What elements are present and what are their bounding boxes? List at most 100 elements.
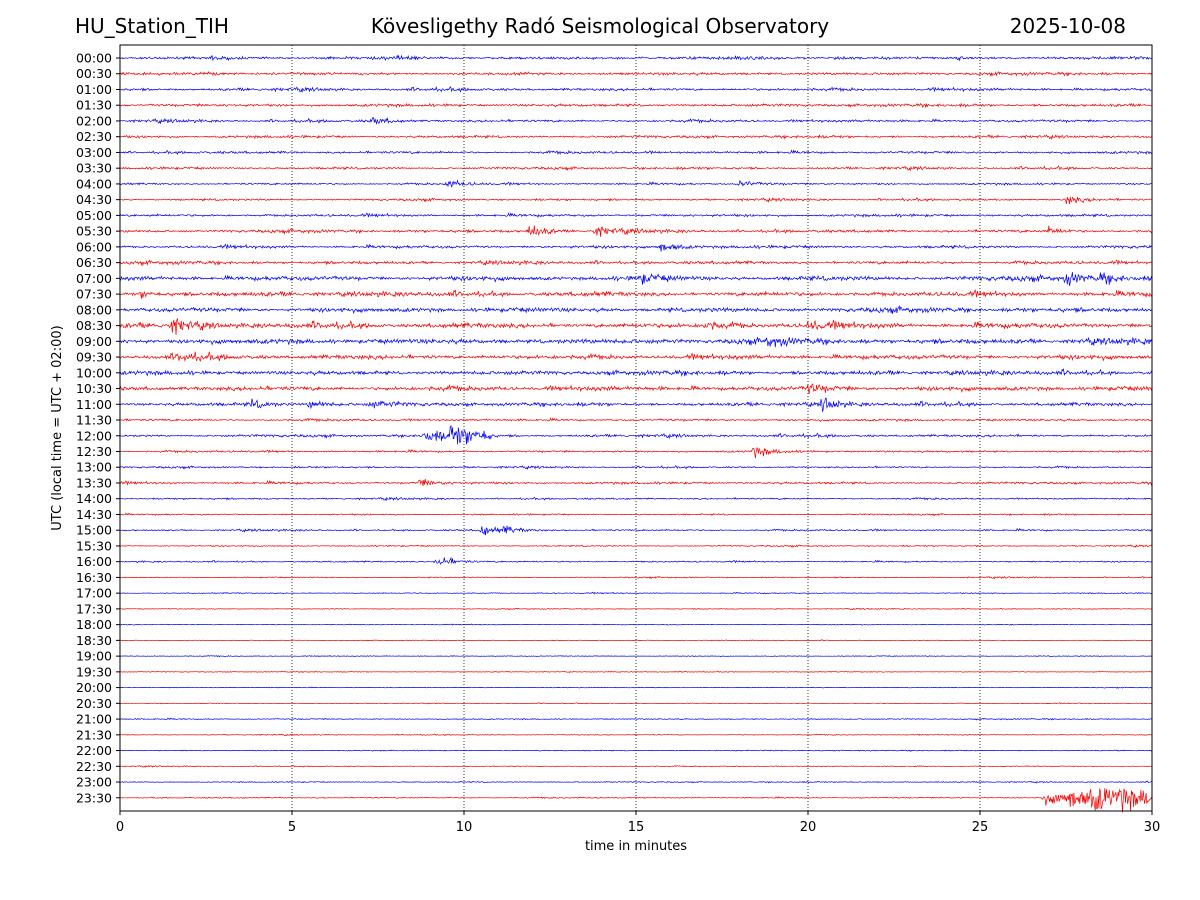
- row-time-label: 15:00: [76, 523, 112, 538]
- trace-1200: [119, 424, 1152, 445]
- observatory-title: Kövesligethy Radó Seismological Observat…: [370, 14, 830, 38]
- trace-0130: [119, 102, 1153, 109]
- row-time-label: 02:30: [76, 129, 112, 144]
- trace-0300: [119, 149, 1153, 156]
- row-time-label: 19:00: [76, 649, 112, 664]
- trace-0330: [119, 165, 1153, 172]
- x-tick-label: 5: [288, 820, 296, 835]
- row-time-label: 23:30: [76, 790, 112, 805]
- station-name: HU_Station_TIH: [75, 14, 229, 38]
- trace-1700: [119, 591, 1153, 595]
- row-time-label: 08:30: [76, 318, 112, 333]
- row-time-label: 17:30: [76, 601, 112, 616]
- trace-2100: [120, 717, 1153, 721]
- x-tick-label: 10: [456, 820, 473, 835]
- trace-0730: [119, 288, 1153, 299]
- trace-2300: [119, 780, 1153, 784]
- trace-2330: [119, 788, 1153, 813]
- row-time-label: 22:30: [76, 759, 112, 774]
- trace-1600: [120, 556, 1153, 565]
- row-time-label: 06:00: [76, 239, 112, 254]
- trace-2030: [119, 702, 1152, 705]
- row-time-label: 11:00: [76, 397, 112, 412]
- trace-0800: [119, 305, 1153, 315]
- row-time-label: 12:30: [76, 444, 112, 459]
- x-tick-label: 30: [1144, 820, 1161, 835]
- row-time-label: 09:00: [76, 334, 112, 349]
- trace-1730: [119, 607, 1153, 611]
- row-time-label: 13:30: [76, 475, 112, 490]
- trace-2000: [120, 686, 1153, 689]
- trace-0530: [119, 225, 1153, 237]
- row-time-label: 16:30: [76, 570, 112, 585]
- trace-1230: [119, 446, 1153, 459]
- row-time-label: 05:00: [76, 208, 112, 223]
- x-tick-label: 0: [116, 820, 124, 835]
- x-axis-ticks: 0 5 10 15 20 25 30: [116, 811, 1160, 835]
- row-time-label: 14:30: [76, 507, 112, 522]
- y-axis-label: UTC (local time = UTC + 02:00): [50, 325, 65, 530]
- row-time-label: 23:00: [76, 775, 112, 790]
- row-time-label: 13:00: [76, 460, 112, 475]
- trace-0100: [119, 85, 1153, 93]
- grid-lines: [291, 45, 981, 811]
- trace-1800: [119, 623, 1153, 626]
- row-time-label: 03:00: [76, 145, 112, 160]
- trace-1400: [119, 496, 1153, 502]
- row-time-label: 10:30: [76, 381, 112, 396]
- trace-0400: [119, 179, 1153, 188]
- row-time-label: 20:30: [76, 696, 112, 711]
- row-time-label: 18:00: [76, 617, 112, 632]
- trace-2200: [120, 749, 1153, 753]
- trace-2230: [119, 765, 1153, 768]
- row-time-label: 04:30: [76, 192, 112, 207]
- trace-1830: [120, 639, 1152, 642]
- row-time-label: 07:00: [76, 271, 112, 286]
- trace-0700: [119, 272, 1153, 286]
- row-time-label: 08:00: [76, 302, 112, 317]
- trace-2130: [119, 733, 1153, 737]
- trace-0000: [119, 54, 1153, 62]
- row-time-label: 17:00: [76, 586, 112, 601]
- row-time-label: 14:00: [76, 491, 112, 506]
- row-time-label: 01:30: [76, 98, 112, 113]
- trace-1000: [119, 368, 1153, 377]
- trace-0830: [119, 317, 1153, 335]
- trace-1300: [119, 465, 1152, 471]
- row-time-label: 02:00: [76, 113, 112, 128]
- trace-0630: [119, 259, 1153, 267]
- trace-1100: [119, 397, 1153, 412]
- y-axis-ticks: 00:0000:3001:0001:3002:0002:3003:0003:30…: [76, 51, 120, 805]
- row-time-label: 01:00: [76, 82, 112, 97]
- row-time-label: 12:00: [76, 428, 112, 443]
- x-axis-label: time in minutes: [585, 839, 687, 854]
- trace-0600: [119, 243, 1153, 252]
- trace-1330: [119, 478, 1153, 487]
- trace-0900: [120, 336, 1153, 348]
- row-time-label: 06:30: [76, 255, 112, 270]
- row-time-label: 09:30: [76, 350, 112, 365]
- trace-1630: [119, 576, 1153, 580]
- trace-0500: [119, 212, 1153, 219]
- trace-1900: [119, 655, 1152, 658]
- row-time-label: 18:30: [76, 633, 112, 648]
- row-time-label: 10:00: [76, 365, 112, 380]
- row-time-label: 15:30: [76, 538, 112, 553]
- trace-1930: [120, 670, 1153, 674]
- row-time-label: 19:30: [76, 664, 112, 679]
- trace-1130: [119, 417, 1153, 423]
- trace-1530: [119, 544, 1153, 548]
- trace-1430: [119, 512, 1153, 517]
- trace-1030: [119, 383, 1153, 394]
- x-tick-label: 20: [800, 820, 817, 835]
- plot-date: 2025-10-08: [1009, 14, 1126, 38]
- row-time-label: 16:00: [76, 554, 112, 569]
- trace-0200: [119, 117, 1153, 126]
- row-time-label: 11:30: [76, 413, 112, 428]
- trace-0030: [119, 71, 1153, 77]
- trace-0230: [119, 134, 1153, 141]
- row-time-label: 21:00: [76, 712, 112, 727]
- row-time-label: 22:00: [76, 743, 112, 758]
- x-tick-label: 15: [628, 820, 645, 835]
